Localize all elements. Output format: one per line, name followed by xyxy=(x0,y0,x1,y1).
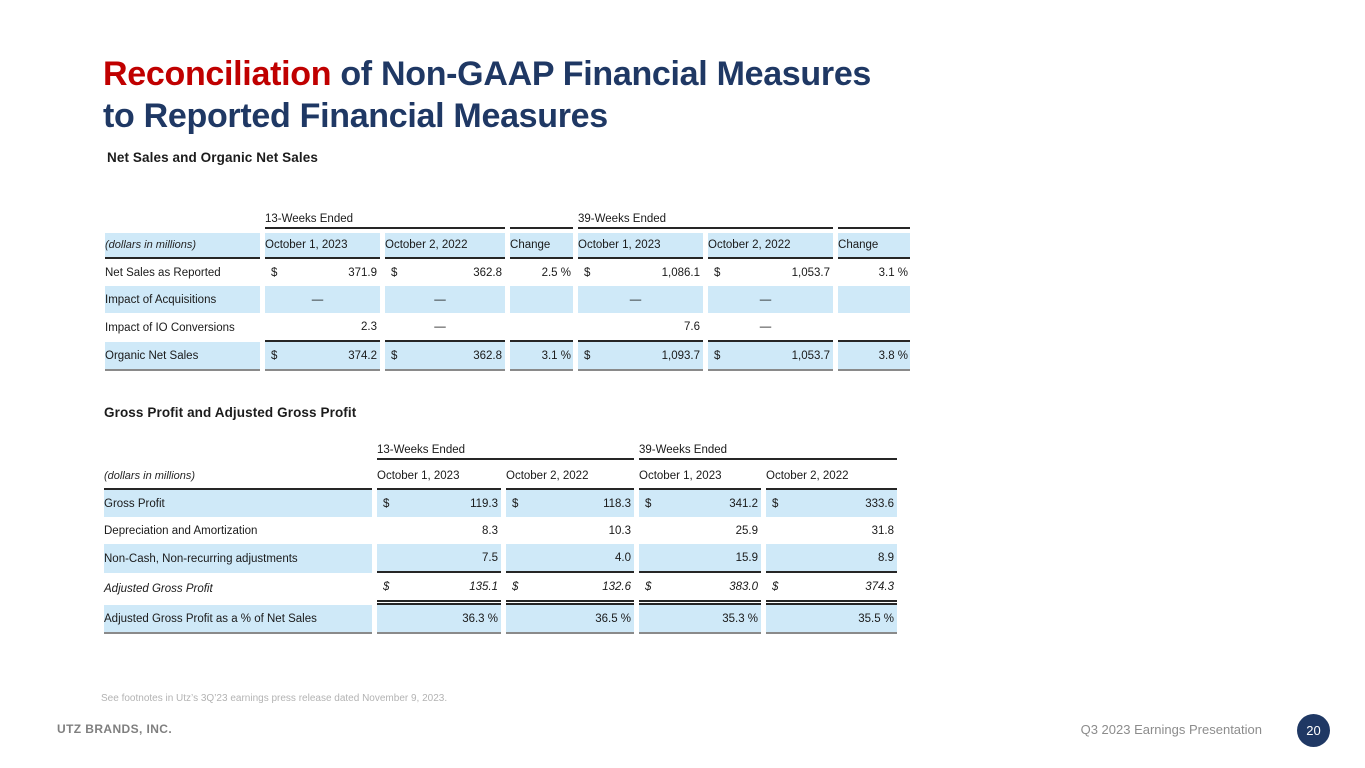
value-cell: $132.6 xyxy=(506,573,635,605)
value-cell: 36.3 % xyxy=(377,605,501,634)
row-label: Adjusted Gross Profit as a % of Net Sale… xyxy=(104,605,372,634)
column-header: Change xyxy=(838,233,911,259)
column-header: October 1, 2023 xyxy=(639,464,762,490)
group-header-13-weeks: 13-Weeks Ended xyxy=(377,436,635,460)
column-header: October 2, 2022 xyxy=(385,233,506,259)
page-number-badge: 20 xyxy=(1297,714,1330,747)
change-cell xyxy=(838,313,911,342)
value-cell: $118.3 xyxy=(506,490,635,517)
value-cell: 7.5 xyxy=(377,544,501,573)
value-cell: — xyxy=(385,313,506,342)
value-cell: $1,093.7 xyxy=(578,342,704,371)
table-row: Non-Cash, Non-recurring adjustments 7.5 … xyxy=(104,544,898,573)
table-row: Adjusted Gross Profit as a % of Net Sale… xyxy=(104,605,898,634)
row-label: Net Sales as Reported xyxy=(105,266,221,279)
net-sales-section-title: Net Sales and Organic Net Sales xyxy=(107,150,318,165)
table-row: Net Sales as Reported $371.9 $362.8 2.5 … xyxy=(105,259,910,286)
value-cell: — xyxy=(578,286,704,313)
slide-title: Reconciliation of Non-GAAP Financial Mea… xyxy=(103,53,871,138)
column-header: October 2, 2022 xyxy=(708,233,834,259)
table-row: Organic Net Sales $374.2 $362.8 3.1 % $1… xyxy=(105,342,911,371)
group-header-39-weeks: 39-Weeks Ended xyxy=(639,436,898,460)
value-cell: $362.8 xyxy=(391,266,503,279)
value-cell: $333.6 xyxy=(766,490,898,517)
value-cell: 2.3 xyxy=(265,313,380,342)
change-cell: 2.5 % xyxy=(541,266,572,279)
table-row: Depreciation and Amortization 8.3 10.3 2… xyxy=(104,517,897,544)
table-row: Adjusted Gross Profit $135.1 $132.6 $383… xyxy=(104,573,898,605)
presentation-label: Q3 2023 Earnings Presentation xyxy=(1080,722,1262,737)
value-cell: $1,053.7 xyxy=(708,342,834,371)
change-cell xyxy=(838,286,911,313)
change-cell: 3.1 % xyxy=(510,342,574,371)
table-row: Gross Profit $119.3 $118.3 $341.2 $333.6 xyxy=(104,490,898,517)
value-cell: — xyxy=(385,286,506,313)
company-name: UTZ BRANDS, INC. xyxy=(57,722,173,736)
table-row: (dollars in millions) October 1, 2023 Oc… xyxy=(105,233,911,259)
row-label: Impact of Acquisitions xyxy=(105,286,260,313)
change-cell: 3.1 % xyxy=(878,266,909,279)
value-cell: 7.6 xyxy=(578,313,704,342)
value-cell: — xyxy=(708,313,834,342)
units-label: (dollars in millions) xyxy=(104,464,372,490)
value-cell: $1,053.7 xyxy=(714,266,831,279)
value-cell: — xyxy=(708,286,834,313)
value-cell: 31.8 xyxy=(871,524,895,537)
value-cell: 15.9 xyxy=(639,544,762,573)
row-label: Impact of IO Conversions xyxy=(105,321,235,334)
net-sales-table: 13-Weeks Ended 39-Weeks Ended (dollars i… xyxy=(100,205,915,371)
column-header: Change xyxy=(510,233,574,259)
value-cell: 36.5 % xyxy=(506,605,635,634)
column-header: October 1, 2023 xyxy=(265,233,380,259)
slide-title-accent: Reconciliation xyxy=(103,54,332,93)
value-cell: $119.3 xyxy=(377,490,501,517)
value-cell: 4.0 xyxy=(506,544,635,573)
table-row: 13-Weeks Ended 39-Weeks Ended xyxy=(105,205,911,229)
value-cell: 10.3 xyxy=(608,524,632,537)
value-cell: $362.8 xyxy=(385,342,506,371)
value-cell: $374.3 xyxy=(766,573,898,605)
change-cell: 3.8 % xyxy=(838,342,911,371)
change-cell xyxy=(510,313,574,342)
column-header: October 1, 2023 xyxy=(578,233,704,259)
table-row: (dollars in millions) October 1, 2023 Oc… xyxy=(104,464,898,490)
value-cell: $374.2 xyxy=(265,342,380,371)
page-number: 20 xyxy=(1306,723,1321,738)
value-cell: $371.9 xyxy=(271,266,377,279)
row-label: Depreciation and Amortization xyxy=(104,524,258,537)
value-cell: $1,086.1 xyxy=(584,266,701,279)
row-label: Adjusted Gross Profit xyxy=(104,583,213,595)
value-cell: — xyxy=(265,286,380,313)
units-label: (dollars in millions) xyxy=(105,233,260,259)
table-row: 13-Weeks Ended 39-Weeks Ended xyxy=(104,436,898,460)
column-header: October 2, 2022 xyxy=(766,464,898,490)
gross-profit-table: 13-Weeks Ended 39-Weeks Ended (dollars i… xyxy=(99,436,902,634)
value-cell: $341.2 xyxy=(639,490,762,517)
value-cell: 25.9 xyxy=(735,524,759,537)
value-cell: $383.0 xyxy=(639,573,762,605)
value-cell: 8.9 xyxy=(766,544,898,573)
change-cell xyxy=(510,286,574,313)
slide-title-line1: of Non-GAAP Financial Measures xyxy=(331,54,872,93)
group-header-13-weeks: 13-Weeks Ended xyxy=(265,205,506,229)
column-header: October 2, 2022 xyxy=(506,464,635,490)
footnote: See footnotes in Utz’s 3Q’23 earnings pr… xyxy=(101,693,448,704)
gross-profit-section-title: Gross Profit and Adjusted Gross Profit xyxy=(104,405,357,420)
slide-title-line2: to Reported Financial Measures xyxy=(103,97,608,136)
value-cell: 35.5 % xyxy=(766,605,898,634)
table-row: Impact of IO Conversions 2.3 — 7.6 — xyxy=(105,313,911,342)
row-label: Gross Profit xyxy=(104,490,372,517)
value-cell: $135.1 xyxy=(377,573,501,605)
value-cell: 35.3 % xyxy=(639,605,762,634)
row-label: Non-Cash, Non-recurring adjustments xyxy=(104,544,372,573)
table-row: Impact of Acquisitions — — — — xyxy=(105,286,911,313)
value-cell: 8.3 xyxy=(482,524,498,537)
row-label: Organic Net Sales xyxy=(105,342,260,371)
group-header-39-weeks: 39-Weeks Ended xyxy=(578,205,834,229)
column-header: October 1, 2023 xyxy=(377,464,501,490)
